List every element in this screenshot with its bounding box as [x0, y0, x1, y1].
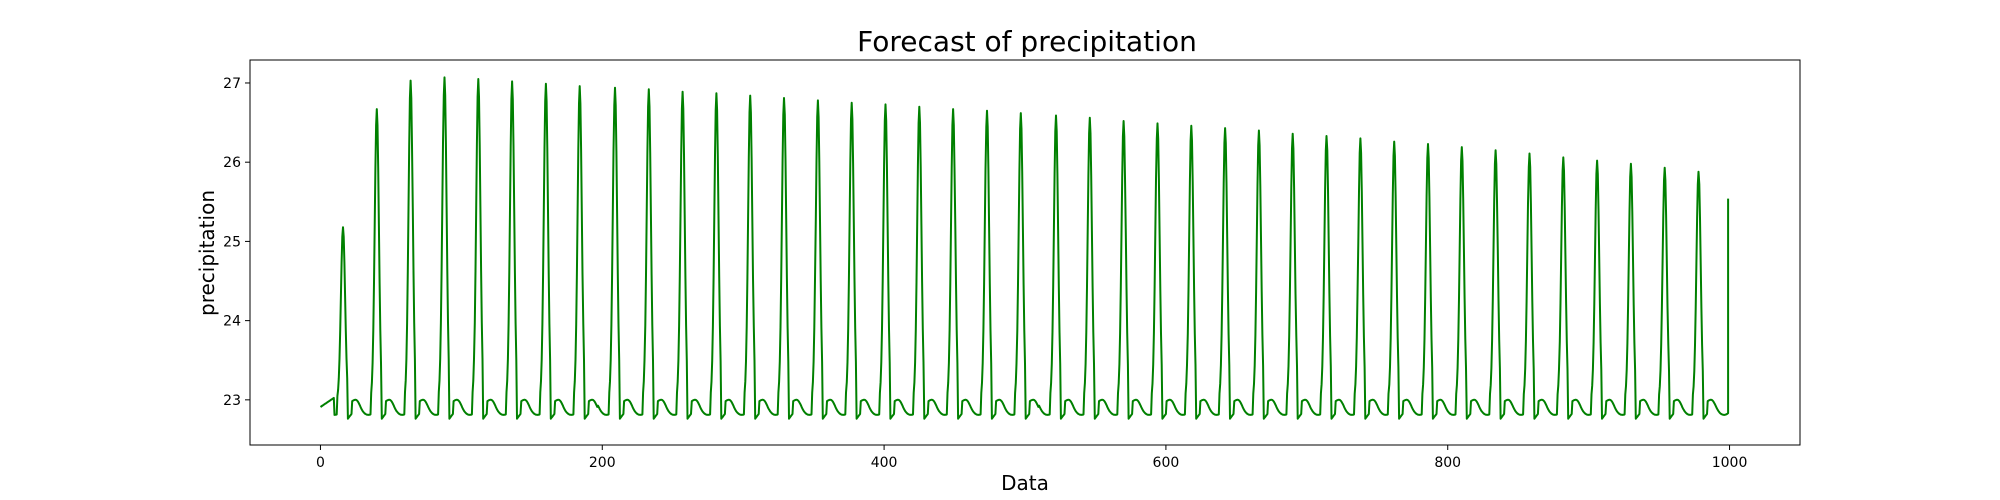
series-line [319, 76, 1730, 420]
y-tick-label: 24 [223, 314, 241, 330]
chart-title: Forecast of precipitation [857, 25, 1197, 58]
y-tick-label: 27 [223, 76, 241, 92]
y-tick-label: 26 [223, 155, 241, 171]
x-tick-label: 1000 [1712, 455, 1748, 471]
x-tick-label: 0 [316, 455, 325, 471]
y-tick-label: 23 [223, 393, 241, 409]
y-axis-label: precipitation [195, 190, 219, 316]
x-axis-label: Data [1001, 471, 1049, 495]
y-tick-label: 25 [223, 234, 241, 250]
x-tick-label: 400 [871, 455, 898, 471]
x-tick-label: 800 [1434, 455, 1461, 471]
axes-frame [249, 59, 1801, 446]
y-axis: 23 24 25 26 27 [223, 76, 250, 409]
x-tick-label: 200 [589, 455, 616, 471]
x-tick-label: 600 [1153, 455, 1180, 471]
plot-area [249, 59, 1801, 446]
x-axis: 0 200 400 600 800 1000 [316, 445, 1747, 471]
